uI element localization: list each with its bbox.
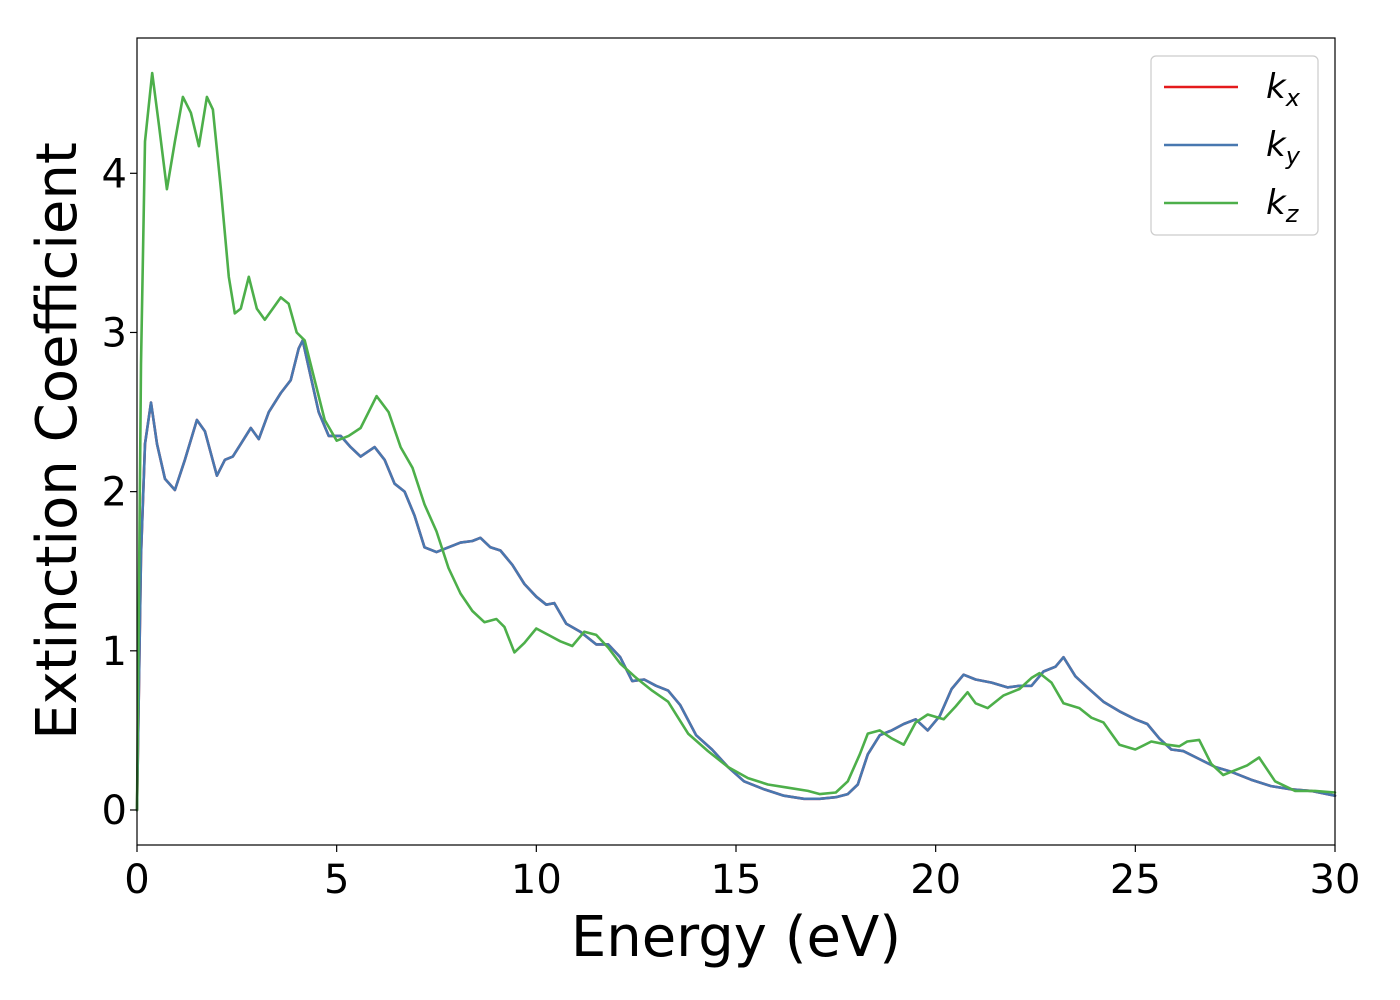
- x-tick-label: 30: [1310, 857, 1361, 903]
- y-tick-label: 0: [102, 788, 127, 834]
- y-tick-label: 4: [102, 151, 127, 197]
- x-axis-title: Energy (eV): [571, 905, 901, 970]
- y-tick-label: 2: [102, 470, 127, 516]
- x-tick-label: 25: [1110, 857, 1161, 903]
- x-axis-ticks: 0 5 10 15 20 25 30: [124, 845, 1360, 903]
- y-tick-label: 1: [102, 629, 127, 675]
- y-axis-ticks: 0 1 2 3 4: [102, 151, 137, 834]
- legend-label-y: ky: [1266, 125, 1301, 170]
- x-tick-label: 20: [910, 857, 961, 903]
- series-line-z: [135, 71, 1337, 812]
- y-tick-label: 3: [102, 310, 127, 356]
- legend-label-x: kx: [1266, 67, 1301, 112]
- x-tick-label: 5: [324, 857, 349, 903]
- y-axis-title: Extinction Coefficient: [25, 142, 90, 740]
- x-tick-label: 0: [124, 857, 149, 903]
- series-layer: [135, 71, 1337, 812]
- x-tick-label: 10: [511, 857, 562, 903]
- x-tick-label: 15: [711, 857, 762, 903]
